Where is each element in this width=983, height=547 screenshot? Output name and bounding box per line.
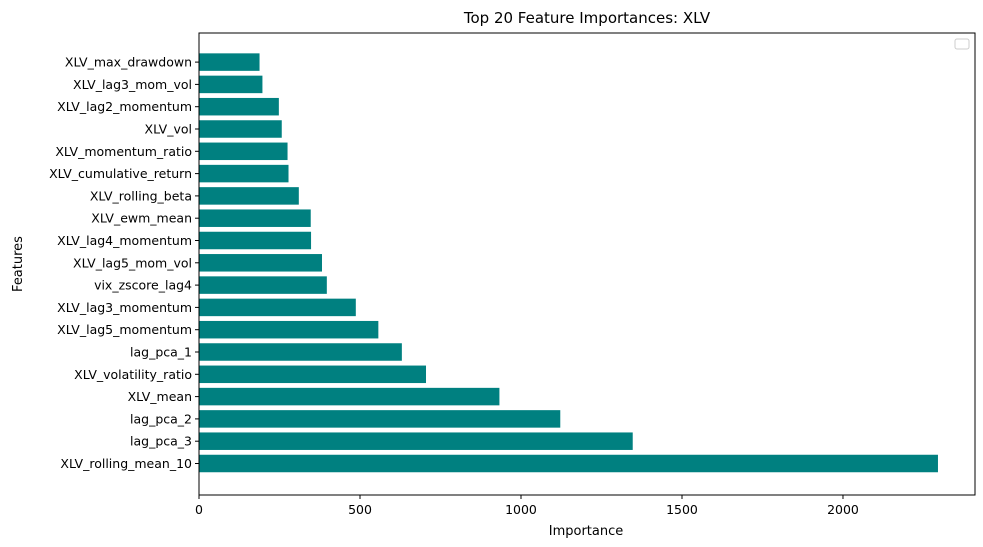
bar-XLV_momentum_ratio <box>199 142 288 161</box>
y-tick-label: XLV_momentum_ratio <box>55 144 192 159</box>
x-tick-label: 500 <box>348 502 372 517</box>
y-tick-label: lag_pca_1 <box>130 345 192 360</box>
x-tick-label: 2000 <box>827 502 859 517</box>
bar-XLV_lag3_mom_vol <box>199 75 263 94</box>
bar-XLV_vol <box>199 120 282 138</box>
y-tick-label: XLV_lag3_momentum <box>57 300 192 315</box>
bar-XLV_max_drawdown <box>199 53 260 71</box>
bar-XLV_rolling_mean_10 <box>199 454 938 473</box>
x-tick-label: 1500 <box>666 502 698 517</box>
bar-XLV_lag5_mom_vol <box>199 254 323 272</box>
legend-box <box>954 38 970 50</box>
y-tick-label: XLV_lag3_mom_vol <box>73 77 192 92</box>
y-tick-label: XLV_lag5_momentum <box>57 322 192 337</box>
x-axis-label: Importance <box>549 524 624 539</box>
bar-XLV_rolling_beta <box>199 187 299 205</box>
y-tick-label: XLV_lag5_mom_vol <box>73 255 192 270</box>
y-tick-label: vix_zscore_lag4 <box>94 278 192 293</box>
y-axis-label: Features <box>11 236 26 292</box>
x-tick-label: 0 <box>195 502 203 517</box>
y-tick-label: XLV_cumulative_return <box>49 166 192 181</box>
x-tick-labels: 0 500 1000 1500 2000 <box>195 495 859 517</box>
bar-XLV_ewm_mean <box>199 209 311 227</box>
bar-vix_zscore_lag4 <box>199 276 327 294</box>
x-tick-label: 1000 <box>505 502 537 517</box>
y-tick-label: lag_pca_3 <box>130 434 192 449</box>
y-tick-label: XLV_lag2_momentum <box>57 99 192 114</box>
plot-area-frame <box>198 32 976 496</box>
bar-XLV_lag4_momentum <box>199 231 312 250</box>
y-tick-label: XLV_rolling_mean_10 <box>60 456 192 471</box>
bar-lag_pca_2 <box>199 410 561 428</box>
y-tick-label: lag_pca_2 <box>130 411 192 426</box>
y-tick-label: XLV_vol <box>145 122 192 137</box>
bar-XLV_lag3_momentum <box>199 298 356 317</box>
bars-group <box>199 53 938 473</box>
y-tick-label: XLV_lag4_momentum <box>57 233 192 248</box>
y-tick-label: XLV_rolling_beta <box>90 188 192 203</box>
bar-lag_pca_3 <box>199 432 633 450</box>
chart-title: Top 20 Feature Importances: XLV <box>463 9 711 27</box>
bar-lag_pca_1 <box>199 343 402 361</box>
y-tick-label: XLV_volatility_ratio <box>74 367 192 382</box>
bar-XLV_cumulative_return <box>199 164 289 183</box>
y-tick-labels: XLV_rolling_mean_10 lag_pca_3 lag_pca_2 XLV… <box>49 55 199 471</box>
y-tick-label: XLV_mean <box>128 389 192 404</box>
bar-XLV_lag5_momentum <box>199 320 379 339</box>
y-tick-label: XLV_ewm_mean <box>91 211 192 226</box>
bar-XLV_lag2_momentum <box>199 97 279 116</box>
bar-XLV_volatility_ratio <box>199 365 427 384</box>
y-tick-label: XLV_max_drawdown <box>65 55 192 70</box>
bar-XLV_mean <box>199 387 500 406</box>
